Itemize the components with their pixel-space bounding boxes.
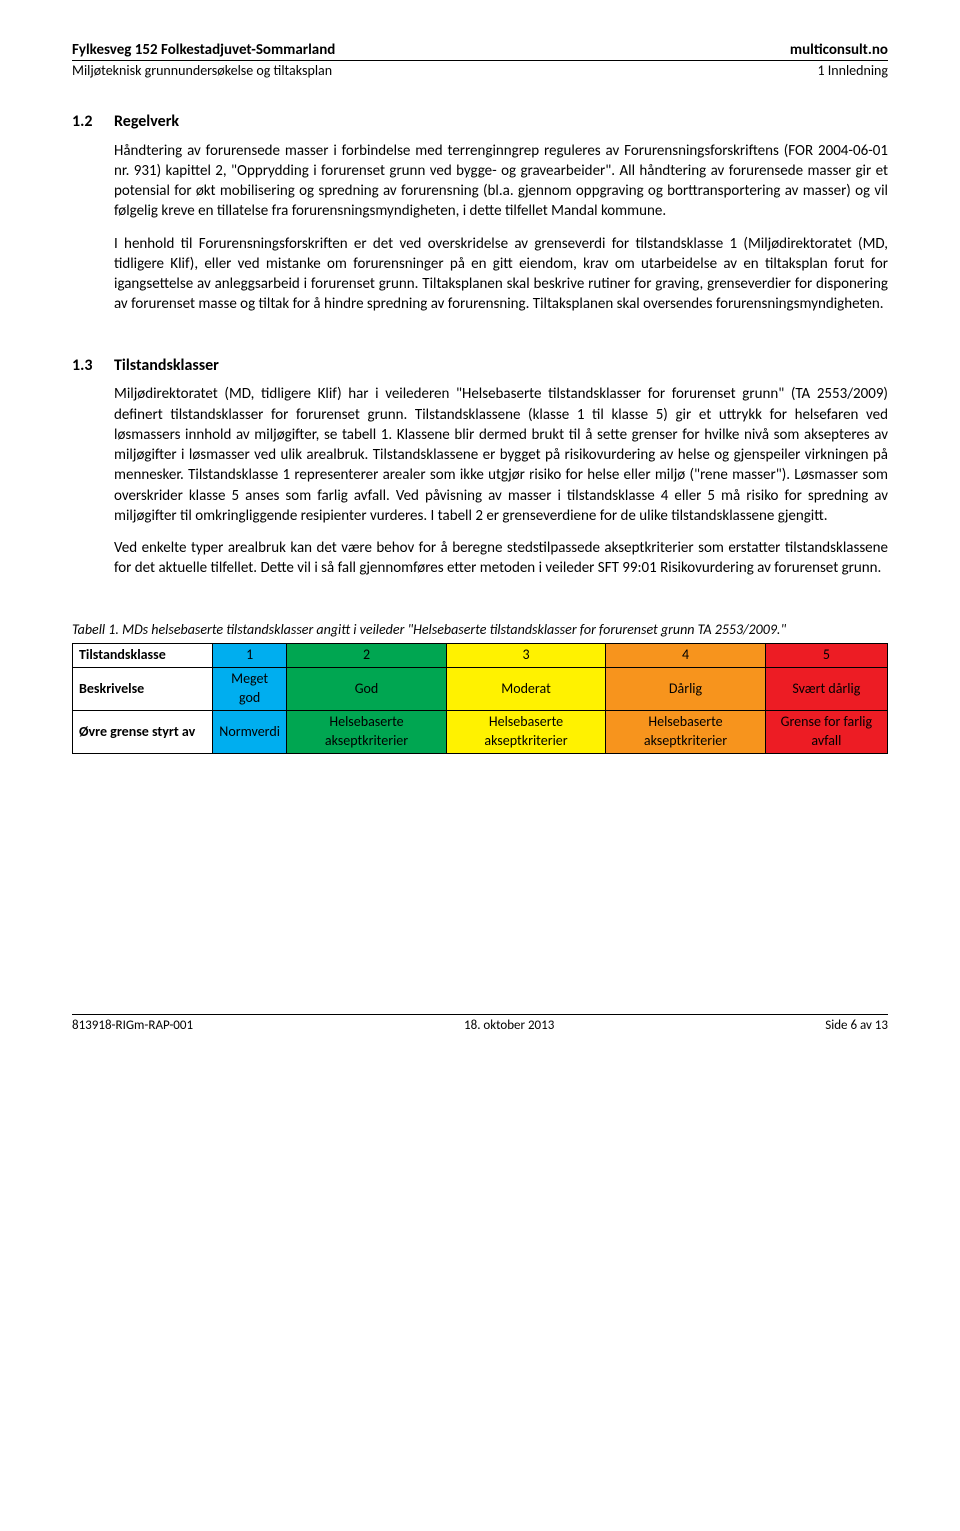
table-cell: 4 — [606, 644, 766, 668]
paragraph: Håndtering av forurensede masser i forbi… — [114, 141, 888, 222]
header-title-left: Fylkesveg 152 Folkestadjuvet-Sommarland — [72, 40, 335, 60]
table-cell: God — [287, 668, 447, 711]
paragraph: Ved enkelte typer arealbruk kan det være… — [114, 538, 888, 579]
table-cell: Meget god — [213, 668, 287, 711]
table-cell: Normverdi — [213, 711, 287, 754]
table-cell: Grense for farlig avfall — [765, 711, 887, 754]
section-1-3: 1.3 Tilstandsklasser Miljødirektoratet (… — [72, 355, 888, 591]
footer-center: 18. oktober 2013 — [464, 1017, 554, 1035]
tilstandsklasse-table: Tilstandsklasse 1 2 3 4 5 Beskrivelse Me… — [72, 643, 888, 753]
header-rule-top — [72, 60, 888, 61]
table-cell: 3 — [446, 644, 606, 668]
section-1-2: 1.2 Regelverk Håndtering av forurensede … — [72, 111, 888, 327]
table-cell: Helsebaserte akseptkriterier — [446, 711, 606, 754]
section-number: 1.3 — [72, 355, 114, 591]
header-title-right: multiconsult.no — [790, 40, 888, 60]
footer-rule — [72, 1014, 888, 1015]
header-sub-left: Miljøteknisk grunnundersøkelse og tiltak… — [72, 62, 332, 81]
section-title: Tilstandsklasser — [114, 355, 888, 377]
section-body: Tilstandsklasser Miljødirektoratet (MD, … — [114, 355, 888, 591]
section-number: 1.2 — [72, 111, 114, 327]
row-header: Øvre grense styrt av — [73, 711, 213, 754]
table-row: Beskrivelse Meget god God Moderat Dårlig… — [73, 668, 888, 711]
table-cell: 1 — [213, 644, 287, 668]
table-cell: 2 — [287, 644, 447, 668]
table-caption: Tabell 1. MDs helsebaserte tilstandsklas… — [72, 621, 888, 640]
table-cell: Moderat — [446, 668, 606, 711]
table-row: Øvre grense styrt av Normverdi Helsebase… — [73, 711, 888, 754]
section-body: Regelverk Håndtering av forurensede mass… — [114, 111, 888, 327]
table-cell: Helsebaserte akseptkriterier — [606, 711, 766, 754]
page-header-row: Fylkesveg 152 Folkestadjuvet-Sommarland … — [72, 40, 888, 60]
page-header-sub-row: Miljøteknisk grunnundersøkelse og tiltak… — [72, 62, 888, 81]
paragraph: Miljødirektoratet (MD, tidligere Klif) h… — [114, 384, 888, 526]
table-cell: Helsebaserte akseptkriterier — [287, 711, 447, 754]
footer-left: 813918-RIGm-RAP-001 — [72, 1017, 193, 1035]
footer-right: Side 6 av 13 — [825, 1017, 888, 1035]
row-header: Tilstandsklasse — [73, 644, 213, 668]
paragraph: I henhold til Forurensningsforskriften e… — [114, 234, 888, 315]
table-row: Tilstandsklasse 1 2 3 4 5 — [73, 644, 888, 668]
page-footer: 813918-RIGm-RAP-001 18. oktober 2013 Sid… — [72, 1017, 888, 1035]
row-header: Beskrivelse — [73, 668, 213, 711]
table-cell: Svært dårlig — [765, 668, 887, 711]
section-title: Regelverk — [114, 111, 888, 133]
table-cell: Dårlig — [606, 668, 766, 711]
header-sub-right: 1 Innledning — [817, 62, 888, 81]
table-cell: 5 — [765, 644, 887, 668]
